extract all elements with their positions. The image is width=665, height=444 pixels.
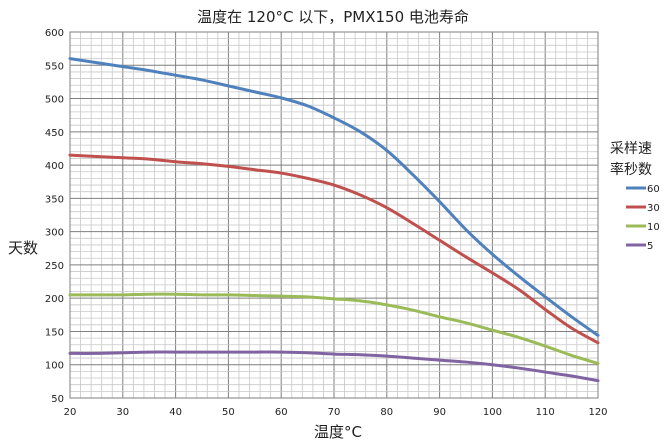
series-line-30 — [68, 153, 600, 345]
y-tick-label: 50 — [51, 394, 64, 405]
series-line-10 — [68, 292, 600, 365]
legend-label-5: 5 — [647, 241, 653, 252]
x-tick-label: 70 — [328, 407, 341, 418]
y-tick-label: 300 — [45, 228, 64, 239]
axes: 20 30 40 50 60 70 80 90 100 110 120 50 100 150 200 250 3… — [45, 28, 608, 418]
y-tick-label: 200 — [45, 294, 64, 305]
x-tick-label: 90 — [433, 407, 446, 418]
x-axis-label: 温度°C — [314, 423, 362, 441]
legend-label-10: 10 — [647, 222, 660, 233]
series-line-60 — [68, 57, 600, 337]
y-tick-label: 400 — [45, 161, 64, 172]
y-axis-label: 天数 — [8, 239, 38, 257]
plot-border — [69, 31, 599, 399]
x-tick-label: 30 — [116, 407, 129, 418]
x-tick-label: 110 — [536, 407, 555, 418]
chart-title: 温度在 120°C 以下，PMX150 电池寿命 — [197, 8, 469, 26]
legend: 采样速 率秒数 60 30 10 5 — [610, 141, 660, 252]
y-tick-label: 150 — [45, 327, 64, 338]
legend-label-60: 60 — [647, 184, 660, 195]
y-tick-label: 350 — [45, 194, 64, 205]
y-tick-label: 550 — [45, 61, 64, 72]
y-tick-label: 250 — [45, 261, 64, 272]
x-tick-label: 80 — [380, 407, 393, 418]
x-tick-label: 40 — [169, 407, 182, 418]
series-line-5 — [68, 350, 600, 383]
y-tick-label: 100 — [45, 361, 64, 372]
x-tick-label: 60 — [275, 407, 288, 418]
x-tick-label: 100 — [483, 407, 502, 418]
legend-title-line2: 率秒数 — [610, 161, 652, 178]
x-tick-label: 120 — [588, 407, 607, 418]
x-tick-label: 50 — [222, 407, 235, 418]
legend-label-30: 30 — [647, 203, 660, 214]
x-tick-label: 20 — [64, 407, 77, 418]
series-lines — [68, 57, 600, 383]
y-tick-label: 450 — [45, 128, 64, 139]
y-tick-label: 600 — [45, 28, 64, 39]
y-tick-label: 500 — [45, 95, 64, 106]
legend-title-line1: 采样速 — [610, 141, 652, 157]
legend-items: 60 30 10 5 — [626, 184, 660, 252]
